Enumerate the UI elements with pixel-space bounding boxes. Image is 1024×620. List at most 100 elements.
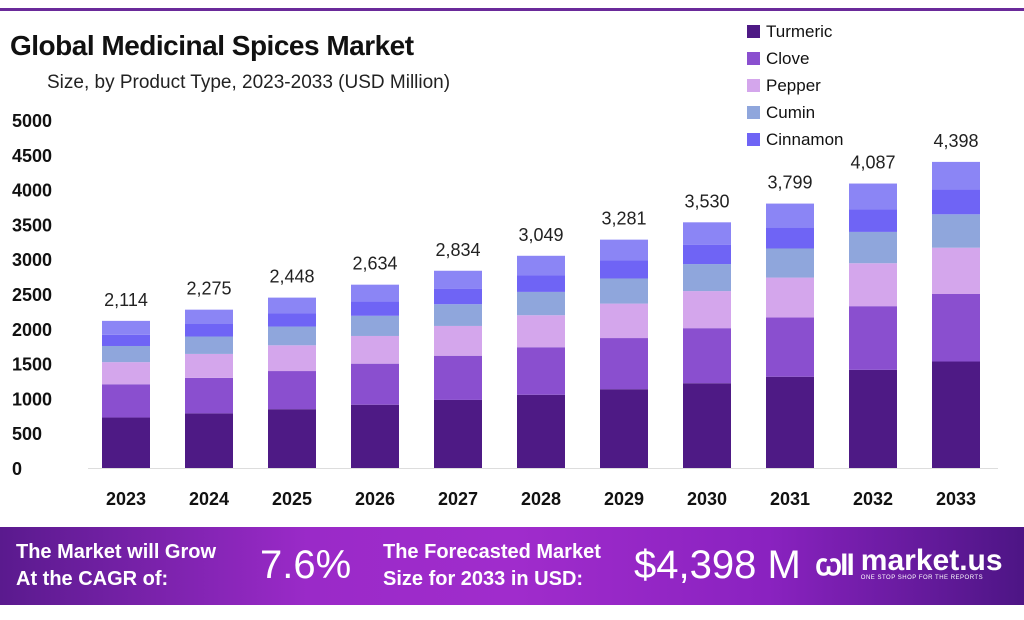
cagr-value: 7.6% — [260, 543, 352, 587]
brand-tagline: ONE STOP SHOP FOR THE REPORTS — [860, 574, 984, 581]
x-tick-label: 2025 — [272, 489, 312, 509]
bar-segment-cinnamon-2032 — [849, 209, 897, 232]
bar-segment-pepper-2028 — [517, 315, 565, 348]
bar-segment-pepper-2029 — [600, 303, 648, 339]
legend-label: Turmeric — [766, 21, 833, 41]
bar-segment-turmeric-2033 — [932, 361, 980, 468]
bar-segment-cinnamon-2025 — [268, 313, 316, 327]
bar-segment-turmeric-2031 — [766, 376, 814, 468]
bar-segment-pepper-2030 — [683, 291, 731, 329]
x-tick-label: 2028 — [521, 489, 561, 509]
market-us-logo-icon: ꞷll — [815, 549, 855, 582]
bar-segment-turmeric-2026 — [351, 404, 399, 468]
x-tick-label: 2031 — [770, 489, 810, 509]
y-tick-label: 0 — [12, 459, 22, 479]
bar-segment-clove-2031 — [766, 317, 814, 377]
bar-segment-clove-2032 — [849, 306, 897, 370]
cagr-label-line1: The Market will Grow — [16, 541, 217, 563]
forecast-label-line2: Size for 2033 in USD: — [383, 568, 584, 590]
y-tick-label: 1500 — [12, 355, 52, 375]
bar-segment-cumin-2029 — [600, 278, 648, 304]
legend-item-clove: Clove — [747, 45, 844, 72]
bar-segment-other-2029 — [600, 239, 648, 261]
x-tick-label: 2023 — [106, 489, 146, 509]
forecast-value: $4,398 M — [634, 543, 801, 587]
chart-title: Global Medicinal Spices Market — [10, 30, 414, 61]
bar-segment-cinnamon-2033 — [932, 189, 980, 215]
bar-segment-pepper-2023 — [102, 362, 150, 385]
forecast-label: The Forecasted Market Size for 2033 in U… — [383, 539, 601, 593]
bar-segment-cinnamon-2024 — [185, 323, 233, 337]
bar-segment-cumin-2032 — [849, 231, 897, 264]
y-tick-label: 1000 — [12, 389, 52, 409]
stacked-bar-chart: 0 500 1000 1500 2000 2500 3000 3500 4000 4500 5000… — [12, 111, 998, 509]
x-tick-label: 2026 — [355, 489, 395, 509]
y-tick-label: 4000 — [12, 181, 52, 201]
bar-segment-cinnamon-2028 — [517, 275, 565, 292]
bar-segment-other-2031 — [766, 203, 814, 228]
x-tick-label: 2024 — [189, 489, 229, 509]
bar-segment-turmeric-2032 — [849, 369, 897, 468]
bar-segment-clove-2027 — [434, 355, 482, 400]
brand-name: market.us — [860, 543, 1003, 577]
y-tick-label: 500 — [12, 424, 42, 444]
bar-segment-pepper-2027 — [434, 325, 482, 356]
x-tick-label: 2032 — [853, 489, 893, 509]
bar-segment-clove-2024 — [185, 377, 233, 414]
total-label: 3,049 — [518, 225, 563, 245]
total-label: 3,799 — [767, 173, 812, 193]
total-label: 4,087 — [850, 153, 895, 173]
bar-segment-other-2028 — [517, 255, 565, 276]
bar-segment-pepper-2031 — [766, 277, 814, 318]
legend-item-turmeric: Turmeric — [747, 18, 844, 45]
cagr-label-line2: At the CAGR of: — [16, 568, 169, 590]
cagr-label: The Market will Grow At the CAGR of: — [16, 539, 216, 593]
bar-segment-turmeric-2023 — [102, 417, 150, 468]
bar-segment-clove-2033 — [932, 294, 980, 362]
bar-segment-turmeric-2029 — [600, 389, 648, 468]
bar-segment-turmeric-2024 — [185, 413, 233, 468]
forecast-label-line1: The Forecasted Market — [383, 541, 601, 563]
y-tick-label: 3000 — [12, 250, 52, 270]
x-tick-label: 2033 — [936, 489, 976, 509]
summary-banner: The Market will Grow At the CAGR of: 7.6… — [0, 527, 1024, 605]
legend-swatch — [747, 106, 760, 119]
bar-segment-pepper-2025 — [268, 345, 316, 372]
legend-label: Cinnamon — [766, 129, 844, 149]
bar-segment-other-2025 — [268, 297, 316, 314]
total-label: 2,114 — [104, 290, 148, 310]
bar-segment-turmeric-2025 — [268, 409, 316, 468]
top-border — [0, 8, 1024, 11]
bar-segment-clove-2025 — [268, 371, 316, 410]
bar-segment-clove-2026 — [351, 363, 399, 405]
legend-label: Pepper — [766, 75, 821, 95]
chart-subtitle: Size, by Product Type, 2023-2033 (USD Mi… — [47, 72, 451, 93]
total-label: 2,834 — [435, 240, 480, 260]
bar-segment-other-2027 — [434, 270, 482, 289]
bar-segment-pepper-2032 — [849, 263, 897, 307]
total-label: 4,398 — [933, 131, 978, 151]
y-tick-label: 2000 — [12, 320, 52, 340]
bar-segment-cumin-2027 — [434, 304, 482, 326]
bar-segment-other-2033 — [932, 161, 980, 190]
legend-label: Clove — [766, 48, 810, 68]
brand-logo: ꞷll market.us ONE STOP SHOP FOR THE REPO… — [815, 543, 1003, 584]
x-tick-label: 2030 — [687, 489, 727, 509]
bar-segment-other-2030 — [683, 222, 731, 245]
bar-segment-cumin-2025 — [268, 326, 316, 346]
bar-segment-clove-2029 — [600, 338, 648, 390]
bar-segment-cumin-2024 — [185, 336, 233, 354]
legend-swatch — [747, 79, 760, 92]
x-tick-label: 2029 — [604, 489, 644, 509]
legend-swatch — [747, 52, 760, 65]
bar-segment-clove-2028 — [517, 347, 565, 395]
legend-label: Cumin — [766, 102, 816, 122]
bar-segment-cumin-2030 — [683, 264, 731, 292]
bar-segment-turmeric-2030 — [683, 383, 731, 468]
bar-segment-cumin-2023 — [102, 345, 150, 363]
bar-segment-turmeric-2028 — [517, 394, 565, 468]
bar-segment-other-2032 — [849, 183, 897, 210]
legend-item-cinnamon: Cinnamon — [747, 126, 844, 153]
bar-segment-pepper-2026 — [351, 335, 399, 364]
bar-segment-cumin-2028 — [517, 291, 565, 316]
